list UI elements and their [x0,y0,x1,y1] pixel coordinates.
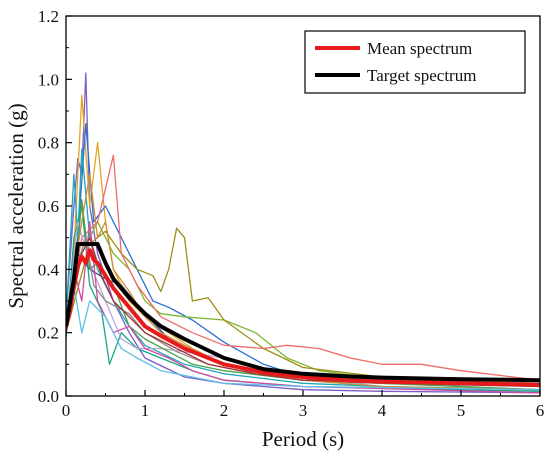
y-axis-title: Spectral acceleration (g) [4,103,28,308]
x-tick-label: 0 [62,401,71,420]
mean-spectrum-line [66,248,540,387]
record-spectrum-line [66,252,540,388]
x-tick-label: 5 [457,401,466,420]
record-spectrum-line [66,199,540,391]
x-tick-label: 2 [220,401,229,420]
series-layer [66,72,540,394]
record-spectrum-line [66,221,540,394]
x-tick-label: 1 [141,401,150,420]
x-tick-label: 4 [378,401,387,420]
x-tick-label: 6 [536,401,545,420]
y-tick-label: 1.2 [38,7,59,26]
record-spectrum-line [66,227,540,384]
y-tick-label: 0.0 [38,387,59,406]
legend-box [304,30,526,94]
record-spectrum-line [66,72,540,394]
x-tick-label: 3 [299,401,308,420]
record-spectrum-line [66,284,540,391]
y-tick-label: 0.4 [38,260,60,279]
tick-layer: 0 1 2 3 4 5 6 0.0 0.2 0.4 0.6 0.8 1.0 1.2 [38,7,545,420]
y-tick-label: 0.2 [38,324,59,343]
y-tick-label: 0.8 [38,134,59,153]
x-axis-title: Period (s) [262,427,344,451]
record-spectrum-line [66,205,540,392]
y-tick-label: 1.0 [38,70,59,89]
y-tick-label: 0.6 [38,197,59,216]
record-spectrum-line [66,237,540,384]
record-spectrum-line [66,221,540,384]
target-spectrum-line [66,242,540,383]
legend: Mean spectrum Target spectrum [304,30,526,94]
record-spectrum-line [66,154,540,381]
legend-label: Mean spectrum [367,39,472,58]
record-spectrum-line [66,237,540,388]
legend-label: Target spectrum [367,66,476,85]
